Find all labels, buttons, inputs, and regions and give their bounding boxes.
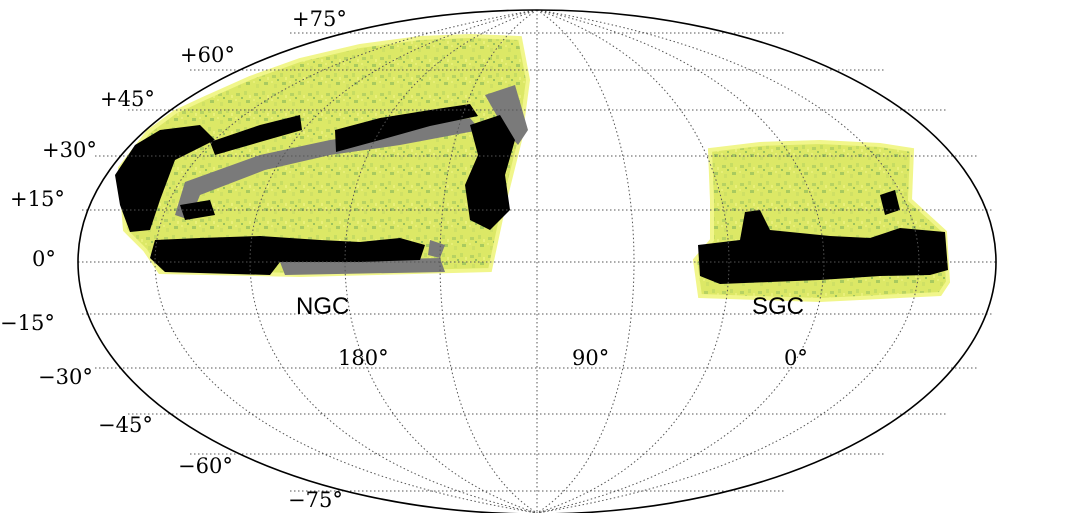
lat-label-minus60: −60°	[178, 454, 233, 478]
lat-label-75: +75°	[292, 7, 347, 31]
latitude-labels: +75° +60° +45° +30° +15° 0° −15° −30° −4…	[0, 7, 347, 512]
lon-label-180: 180°	[338, 346, 389, 370]
region-label-sgc: SGC	[752, 293, 804, 320]
lat-label-minus30: −30°	[38, 365, 93, 389]
graticule-meridians	[154, 9, 920, 513]
lat-label-15: +15°	[10, 187, 65, 211]
masked-black-regions-sgc	[698, 190, 948, 284]
lat-label-45: +45°	[100, 87, 155, 111]
lat-label-minus45: −45°	[98, 413, 153, 437]
map-boundary	[77, 9, 997, 513]
lon-label-0: 0°	[784, 346, 808, 370]
lon-label-90: 90°	[572, 346, 609, 370]
lat-label-minus75: −75°	[288, 488, 343, 512]
lat-label-0: 0°	[32, 247, 56, 271]
lat-label-60: +60°	[180, 43, 235, 67]
masked-gray-regions	[175, 85, 528, 275]
longitude-labels: 180° 90° 0°	[338, 346, 808, 370]
lat-label-30: +30°	[42, 138, 97, 162]
region-label-ngc: NGC	[296, 293, 349, 320]
lat-label-minus15: −15°	[0, 311, 55, 335]
masked-black-regions-ngc	[115, 104, 515, 275]
